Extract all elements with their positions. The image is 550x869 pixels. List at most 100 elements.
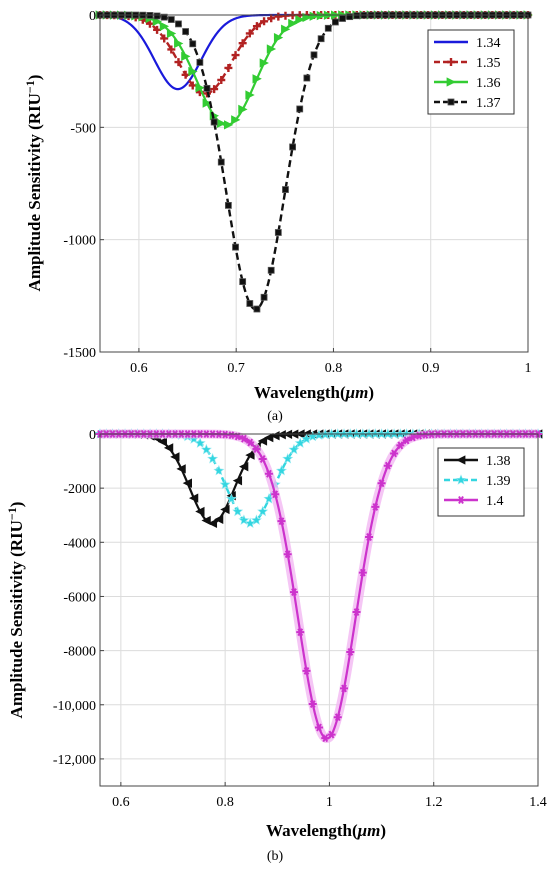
series-marker: [353, 12, 361, 20]
series-marker: [202, 98, 212, 108]
y-tick-label: -1500: [63, 346, 96, 361]
series-marker: [232, 243, 239, 251]
series-marker: [181, 51, 191, 61]
series-marker: [273, 33, 284, 43]
y-tick-label: -1000: [63, 234, 96, 249]
series-marker: [166, 28, 177, 39]
legend-item: 1.34: [434, 36, 501, 51]
series-marker: [239, 462, 249, 472]
series-marker: [346, 13, 354, 21]
series-marker: [238, 104, 248, 114]
chart-b-x-axis-label: Wavelength(μm): [266, 821, 386, 840]
x-tick-label: 1.2: [425, 795, 443, 810]
series-marker: [316, 10, 327, 21]
series-marker: [331, 18, 339, 26]
series-marker: [174, 38, 184, 49]
series-marker: [153, 12, 161, 20]
series-marker: [238, 39, 247, 48]
series-marker: [232, 505, 244, 517]
series-marker: [213, 514, 224, 525]
y-tick-label: -8000: [63, 645, 96, 660]
x-tick-label: 1.4: [529, 795, 547, 810]
series-marker: [257, 436, 268, 446]
series-marker: [175, 20, 182, 28]
series-marker: [153, 25, 162, 34]
series-marker: [203, 84, 211, 92]
chart-b-panel-label: (b): [267, 849, 284, 864]
legend-box: [437, 447, 525, 517]
x-tick-label: 1: [326, 795, 333, 810]
series-marker: [217, 75, 226, 84]
series-marker: [195, 83, 205, 93]
series-marker: [201, 515, 211, 526]
series-marker: [194, 437, 206, 448]
series-marker: [231, 51, 240, 60]
series-marker: [300, 433, 313, 444]
series-marker: [277, 517, 286, 526]
x-tick-label: 0.8: [216, 795, 234, 810]
series-marker: [317, 35, 325, 43]
series-marker: [315, 723, 323, 732]
legend-marker: [455, 474, 467, 485]
series-marker: [250, 514, 262, 525]
series-marker: [213, 464, 225, 476]
series-marker: [296, 628, 305, 637]
series-marker: [408, 433, 417, 442]
series-marker: [383, 461, 392, 470]
y-tick-label: 0: [89, 9, 96, 24]
series-marker: [365, 533, 374, 541]
legend-label: 1.36: [476, 76, 501, 91]
series-marker: [257, 505, 269, 517]
series-marker: [188, 493, 199, 503]
x-tick-label: 0.8: [325, 361, 343, 376]
series-marker: [220, 504, 230, 515]
series-marker: [266, 44, 277, 54]
series-marker: [282, 186, 289, 193]
series-marker: [239, 434, 248, 443]
chart-a-x-axis-label: Wavelength(μm): [254, 383, 374, 402]
y-tick-label: -6000: [63, 590, 96, 605]
chart-b-frame: [99, 433, 539, 787]
series-marker: [310, 51, 318, 59]
series-marker: [282, 453, 294, 464]
chart-b-ticks: 0.6 0.8 1 1.2 1.4 0 -2000 -4000 -6000 -8000 -10,00…: [53, 428, 547, 810]
legend-item: 1.35: [434, 56, 501, 71]
legend-item: 1.4: [444, 494, 504, 509]
series-marker: [245, 450, 255, 460]
series-marker: [377, 479, 386, 488]
series-marker: [333, 713, 342, 722]
series-marker: [402, 436, 411, 445]
series-marker: [259, 58, 269, 68]
series-marker: [289, 143, 297, 151]
series-marker: [274, 229, 282, 236]
series-marker: [303, 74, 311, 82]
y-tick-label: -12,000: [53, 753, 96, 768]
series-marker: [224, 201, 232, 209]
series-marker: [200, 443, 212, 455]
legend-marker: [447, 98, 455, 106]
series-marker: [145, 19, 154, 28]
series-marker: [396, 441, 405, 450]
legend-marker: [457, 496, 465, 504]
series-marker: [189, 40, 197, 48]
series-marker: [295, 15, 305, 25]
series-marker: [289, 588, 298, 597]
y-tick-label: 0: [89, 428, 96, 443]
y-tick-label: -10,000: [53, 699, 96, 714]
series-marker: [152, 16, 162, 27]
series-marker: [390, 449, 399, 458]
series-marker: [210, 118, 218, 126]
series-marker: [260, 293, 268, 301]
series-marker: [267, 266, 275, 274]
series-marker: [340, 684, 349, 693]
legend-marker: [456, 455, 466, 465]
series-marker: [159, 21, 170, 31]
legend-label: 1.4: [486, 494, 504, 509]
legend-box: [427, 29, 515, 115]
series-marker: [167, 16, 175, 23]
series-marker: [163, 443, 174, 453]
series-marker: [275, 464, 287, 476]
series-marker: [160, 34, 169, 43]
series-marker: [224, 63, 233, 72]
